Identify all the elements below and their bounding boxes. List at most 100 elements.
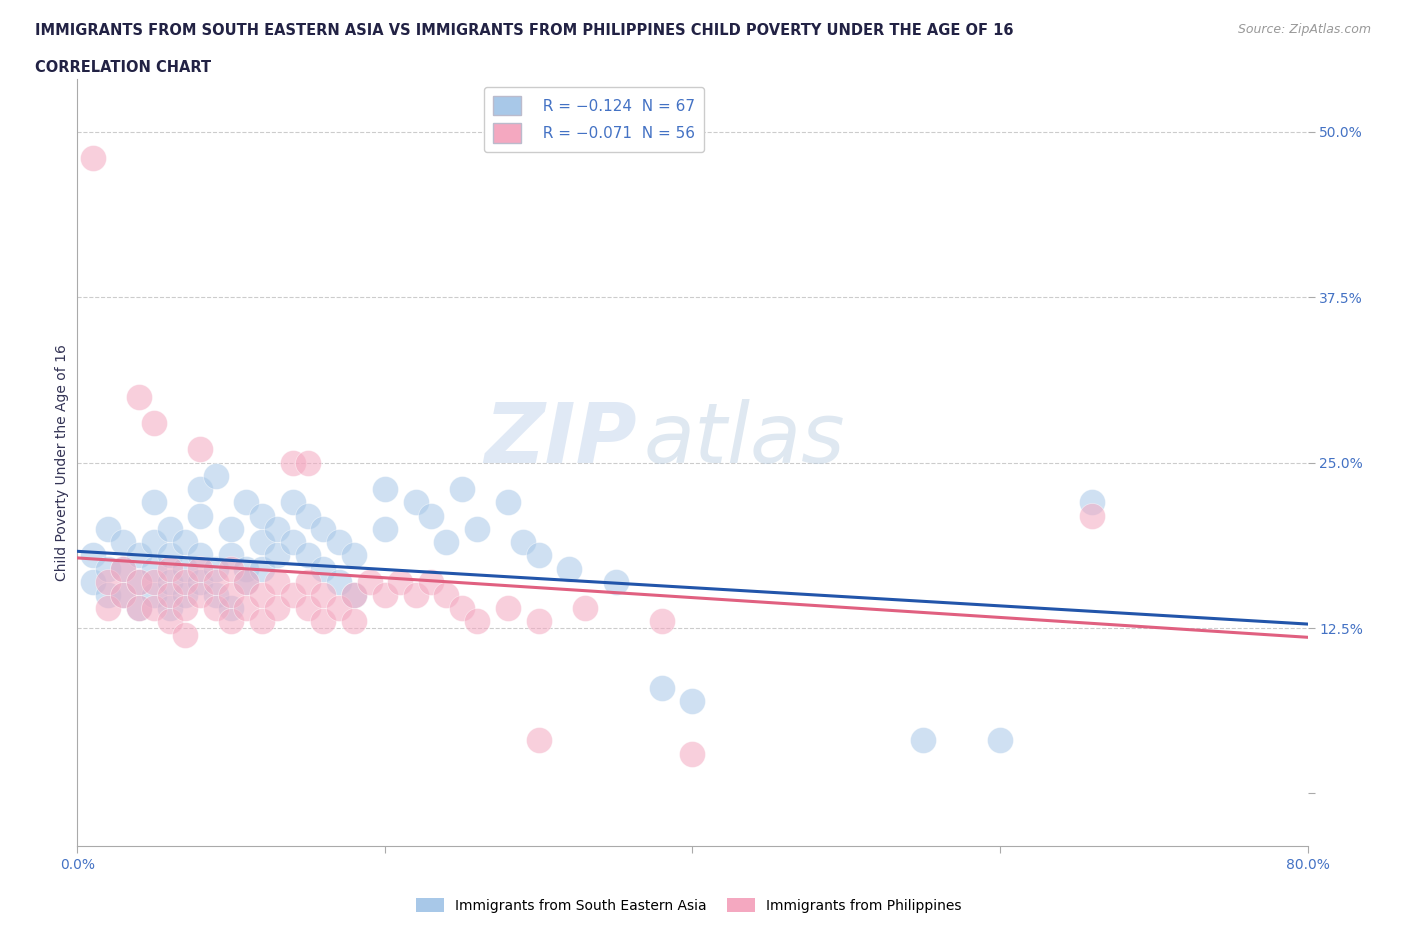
Point (297, 508, 319, 523)
Point (143, 561, 166, 576)
Point (159, 548, 181, 563)
Point (159, 588, 181, 603)
Point (143, 588, 166, 603)
Point (112, 588, 135, 603)
Point (266, 601, 288, 616)
Point (312, 522, 335, 537)
Point (343, 548, 366, 563)
Point (682, 694, 704, 709)
Point (405, 495, 427, 510)
Point (204, 561, 226, 576)
Point (235, 575, 257, 590)
Point (143, 601, 166, 616)
Point (266, 548, 288, 563)
Point (297, 575, 319, 590)
Y-axis label: Child Poverty Under the Age of 16: Child Poverty Under the Age of 16 (55, 344, 69, 581)
Point (188, 575, 212, 590)
Point (97, 522, 120, 537)
Point (219, 614, 242, 629)
Text: atlas: atlas (644, 399, 845, 480)
Point (97, 601, 120, 616)
Point (420, 575, 443, 590)
Legend: Immigrants from South Eastern Asia, Immigrants from Philippines: Immigrants from South Eastern Asia, Immi… (411, 893, 967, 919)
Point (651, 680, 673, 695)
Point (174, 561, 197, 576)
Point (1081, 508, 1104, 523)
Point (527, 614, 550, 629)
Point (82, 548, 104, 563)
Point (219, 588, 242, 603)
Point (250, 588, 273, 603)
Point (112, 588, 135, 603)
Point (281, 535, 304, 550)
Point (250, 508, 273, 523)
Point (250, 561, 273, 576)
Point (527, 548, 550, 563)
Point (912, 733, 935, 748)
Point (97, 575, 120, 590)
Point (235, 495, 257, 510)
Point (374, 482, 396, 497)
Point (219, 522, 242, 537)
Point (112, 561, 135, 576)
Point (527, 733, 550, 748)
Point (112, 535, 135, 550)
Point (496, 495, 519, 510)
Point (235, 561, 257, 576)
Point (988, 733, 1011, 748)
Text: Source: ZipAtlas.com: Source: ZipAtlas.com (1237, 23, 1371, 36)
Point (450, 482, 472, 497)
Point (436, 588, 458, 603)
Point (266, 522, 288, 537)
Point (558, 561, 581, 576)
Point (82, 575, 104, 590)
Point (128, 389, 150, 404)
Point (97, 588, 120, 603)
Point (465, 522, 488, 537)
Point (250, 535, 273, 550)
Point (297, 456, 319, 471)
Point (281, 456, 304, 471)
Text: IMMIGRANTS FROM SOUTH EASTERN ASIA VS IMMIGRANTS FROM PHILIPPINES CHILD POVERTY : IMMIGRANTS FROM SOUTH EASTERN ASIA VS IM… (35, 23, 1014, 38)
Point (97, 561, 120, 576)
Point (174, 601, 197, 616)
Point (204, 575, 226, 590)
Point (312, 561, 335, 576)
Point (374, 588, 396, 603)
Point (159, 561, 181, 576)
Point (143, 575, 166, 590)
Text: ZIP: ZIP (485, 399, 637, 480)
Point (235, 601, 257, 616)
Point (343, 588, 366, 603)
Point (188, 442, 212, 457)
Point (374, 522, 396, 537)
Point (266, 575, 288, 590)
Point (312, 588, 335, 603)
Point (651, 614, 673, 629)
Point (128, 601, 150, 616)
Point (605, 575, 627, 590)
Point (188, 508, 212, 523)
Point (574, 601, 596, 616)
Point (1081, 495, 1104, 510)
Point (112, 561, 135, 576)
Point (343, 588, 366, 603)
Point (204, 588, 226, 603)
Point (420, 508, 443, 523)
Point (174, 575, 197, 590)
Point (219, 601, 242, 616)
Point (143, 495, 166, 510)
Point (682, 746, 704, 761)
Point (405, 588, 427, 603)
Point (128, 575, 150, 590)
Point (188, 561, 212, 576)
Point (436, 535, 458, 550)
Point (128, 601, 150, 616)
Legend:   R = −0.124  N = 67,   R = −0.071  N = 56: R = −0.124 N = 67, R = −0.071 N = 56 (484, 86, 704, 152)
Point (143, 535, 166, 550)
Point (143, 416, 166, 431)
Point (328, 601, 350, 616)
Point (219, 548, 242, 563)
Point (174, 627, 197, 642)
Point (188, 482, 212, 497)
